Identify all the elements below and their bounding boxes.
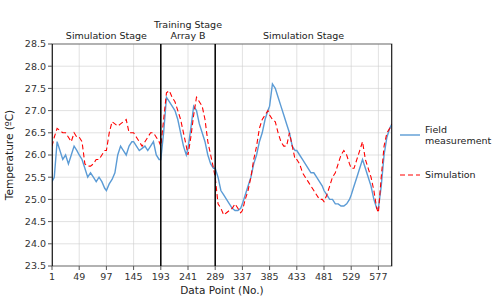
tick — [48, 177, 52, 178]
grid-line — [52, 221, 392, 222]
tick — [48, 243, 52, 244]
tick — [48, 44, 52, 45]
axes: 1 49 97 145 193 241 289 337 385 433 481 529 577 23.5 2… — [25, 38, 392, 282]
tick — [79, 266, 80, 270]
y-axis-label: Temperature (ºC) — [3, 110, 15, 201]
tick — [296, 266, 297, 270]
tick-label: 385 — [261, 271, 279, 282]
grid-line — [160, 44, 161, 266]
tick-label: 24.0 — [25, 238, 46, 249]
tick-label: 241 — [179, 271, 197, 282]
legend: Fieldmeasurement Simulation — [400, 124, 492, 181]
tick — [52, 266, 53, 270]
tick — [48, 155, 52, 156]
tick — [269, 266, 270, 270]
tick-label: 25.0 — [25, 194, 46, 205]
section-label: Simulation Stage — [263, 30, 344, 41]
grid-line — [52, 110, 392, 111]
plot-area — [52, 44, 392, 266]
tick-label: 289 — [206, 271, 224, 282]
legend-label: Fieldmeasurement — [425, 124, 492, 146]
grid-line — [52, 199, 392, 200]
tick — [48, 110, 52, 111]
grid-line — [215, 44, 216, 266]
tick-label: 28.5 — [25, 38, 46, 49]
grid — [52, 44, 392, 266]
tick — [48, 88, 52, 89]
tick — [48, 199, 52, 200]
tick — [324, 266, 325, 270]
tick-label: 577 — [369, 271, 387, 282]
chart: 1 49 97 145 193 241 289 337 385 433 481 529 577 23.5 2… — [0, 0, 500, 306]
grid-line — [52, 177, 392, 178]
tick — [215, 266, 216, 270]
section-line — [214, 44, 216, 266]
tick — [48, 266, 52, 267]
tick-label: 28.0 — [25, 61, 46, 72]
series-line — [52, 84, 392, 211]
section-label: Simulation Stage — [66, 30, 147, 41]
section-line — [160, 44, 162, 266]
tick — [242, 266, 243, 270]
tick — [48, 221, 52, 222]
tick-label: 481 — [315, 271, 333, 282]
tick-label: 27.5 — [25, 83, 46, 94]
tick-label: 24.5 — [25, 216, 46, 227]
section-label: Training StageArray B — [153, 19, 222, 41]
tick — [378, 266, 379, 270]
tick-label: 1 — [49, 271, 55, 282]
tick — [106, 266, 107, 270]
tick — [351, 266, 352, 270]
legend-label: Simulation — [425, 169, 476, 180]
section-line — [52, 44, 53, 266]
grid-line — [52, 66, 392, 67]
grid-line — [52, 243, 392, 244]
tick-label: 25.5 — [25, 172, 46, 183]
tick-label: 529 — [342, 271, 360, 282]
tick-label: 27.0 — [25, 105, 46, 116]
section-line — [391, 44, 392, 266]
tick-label: 193 — [152, 271, 170, 282]
tick-label: 26.0 — [25, 149, 46, 160]
tick-label: 97 — [100, 271, 112, 282]
series-line — [52, 91, 392, 215]
tick — [48, 66, 52, 67]
x-axis-label: Data Point (No.) — [180, 284, 263, 296]
grid-line — [52, 155, 392, 156]
grid-line — [52, 132, 392, 133]
tick-label: 26.5 — [25, 127, 46, 138]
plot-frame — [52, 44, 392, 266]
grid-line — [52, 88, 392, 89]
tick-label: 337 — [233, 271, 251, 282]
tick-label: 49 — [73, 271, 85, 282]
tick-label: 23.5 — [25, 260, 46, 271]
tick-label: 433 — [288, 271, 306, 282]
tick — [188, 266, 189, 270]
tick — [48, 132, 52, 133]
tick — [133, 266, 134, 270]
tick — [160, 266, 161, 270]
legend-swatch — [400, 134, 420, 135]
legend-swatch — [400, 174, 420, 175]
tick-label: 145 — [125, 271, 143, 282]
